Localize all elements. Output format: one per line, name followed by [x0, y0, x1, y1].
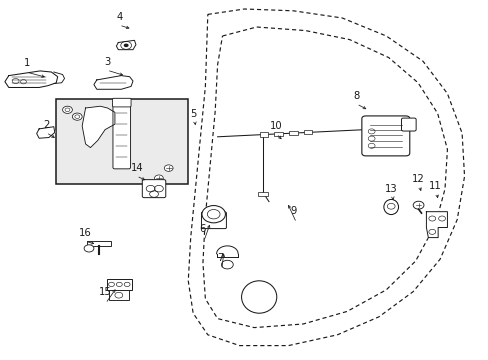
Ellipse shape: [383, 199, 398, 215]
Circle shape: [154, 175, 163, 181]
Text: 15: 15: [99, 287, 111, 297]
Bar: [56, 99, 188, 184]
Circle shape: [123, 44, 128, 47]
Text: 1: 1: [23, 58, 30, 68]
FancyBboxPatch shape: [112, 98, 131, 107]
Text: 2: 2: [43, 120, 50, 130]
Text: 8: 8: [353, 91, 359, 101]
Bar: [87, 241, 110, 246]
Text: 10: 10: [269, 121, 282, 131]
Text: 6: 6: [199, 224, 206, 234]
Text: 12: 12: [411, 174, 424, 184]
Circle shape: [72, 113, 82, 120]
Circle shape: [164, 165, 173, 171]
FancyBboxPatch shape: [361, 116, 409, 156]
Polygon shape: [54, 72, 64, 84]
Polygon shape: [37, 127, 55, 138]
Bar: [288, 131, 297, 135]
Circle shape: [84, 245, 94, 252]
Bar: [303, 130, 312, 134]
FancyBboxPatch shape: [113, 103, 130, 169]
Text: 11: 11: [428, 181, 441, 191]
Text: 3: 3: [104, 57, 110, 67]
Text: 13: 13: [384, 184, 397, 194]
Bar: [259, 132, 268, 137]
Text: 4: 4: [117, 12, 122, 22]
FancyBboxPatch shape: [203, 213, 223, 225]
Polygon shape: [5, 71, 58, 87]
Bar: [108, 290, 129, 300]
Polygon shape: [426, 212, 447, 238]
Circle shape: [202, 206, 225, 223]
Circle shape: [221, 260, 233, 269]
Bar: [274, 132, 283, 136]
Polygon shape: [82, 106, 115, 148]
Text: 5: 5: [189, 109, 196, 119]
Circle shape: [62, 106, 72, 113]
Text: 7: 7: [216, 253, 223, 263]
FancyBboxPatch shape: [401, 118, 415, 131]
Text: 9: 9: [289, 206, 296, 216]
Bar: [258, 192, 267, 196]
Polygon shape: [94, 76, 133, 89]
Circle shape: [412, 201, 423, 209]
Text: 14: 14: [130, 163, 143, 173]
Bar: [106, 279, 132, 290]
FancyBboxPatch shape: [201, 212, 226, 229]
Polygon shape: [116, 40, 136, 50]
FancyBboxPatch shape: [142, 180, 165, 198]
Text: 16: 16: [79, 228, 92, 238]
